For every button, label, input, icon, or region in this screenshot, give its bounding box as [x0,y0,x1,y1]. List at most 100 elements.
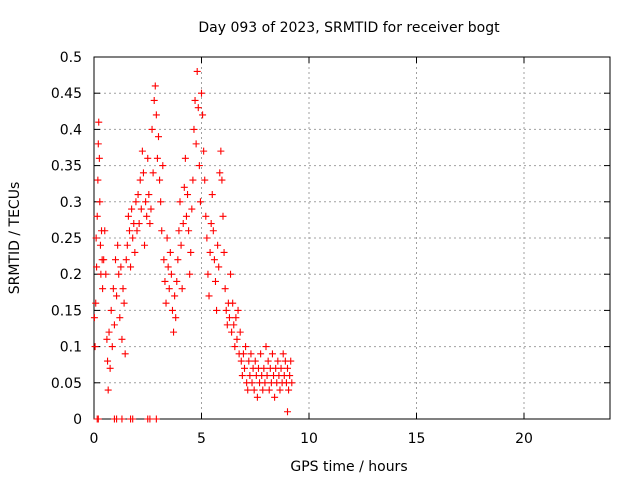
data-point [118,335,126,343]
y-axis-label: SRMTID / TECUs [7,182,23,295]
data-point [233,335,241,343]
data-point [170,328,178,336]
data-point [182,212,190,220]
data-point [115,270,123,278]
data-point [120,299,128,307]
data-point [104,386,112,394]
data-point [287,357,295,365]
data-point [215,263,223,271]
data-point [116,314,124,322]
data-point [213,306,221,314]
data-point [178,285,186,293]
y-tick-label: 0.25 [51,231,82,247]
data-point [201,176,209,184]
data-point [129,415,137,423]
data-point [159,162,167,170]
data-point [156,176,164,184]
data-point [284,364,291,372]
data-point [205,292,213,300]
data-point [110,321,118,329]
data-points [90,67,296,423]
data-point [209,227,217,235]
data-point [285,386,293,394]
data-point [236,328,244,336]
data-point [216,169,224,177]
data-point [198,89,205,97]
data-point [135,220,143,228]
data-point [139,169,147,177]
x-axis-label: GPS time / hours [290,459,407,475]
data-point [94,176,102,184]
data-point [96,198,104,206]
data-point [237,357,245,365]
data-point [138,147,146,155]
data-point [184,191,192,199]
axis-ticks [93,56,610,420]
data-point [118,415,126,423]
x-tick-label: 5 [197,431,206,447]
data-point [208,191,216,199]
data-point [153,154,161,162]
data-point [207,220,215,228]
data-point [199,111,207,119]
data-point [172,314,180,322]
data-point [185,227,193,235]
data-point [99,285,107,293]
data-point [124,212,132,220]
data-point [155,133,162,141]
data-point [264,357,272,365]
data-point [245,357,253,365]
data-point [94,415,102,423]
data-point [105,328,113,336]
data-point [221,285,229,293]
data-point [231,343,239,351]
data-point [193,67,201,75]
data-point [225,314,233,322]
data-point [219,212,227,220]
data-point [241,364,248,372]
x-tick-label: 15 [408,431,426,447]
data-point [263,372,271,380]
data-point [284,408,291,416]
plot-frame [93,56,611,420]
y-tick-label: 0.2 [60,267,82,283]
data-point [136,176,144,184]
data-point [194,104,202,112]
grid-lines [94,57,610,419]
data-point [92,299,100,307]
data-point [92,234,100,242]
data-point [160,256,168,264]
data-point [104,357,112,365]
data-point [265,386,273,394]
data-point [234,306,242,314]
data-point [242,343,250,351]
data-point [186,270,194,278]
data-point [190,125,198,133]
data-point [95,118,103,126]
y-tick-label: 0.3 [60,195,82,211]
y-tick-label: 0.4 [60,122,82,138]
y-tick-label: 0.35 [51,159,82,175]
data-point [162,299,170,307]
data-point [230,321,238,329]
data-point [144,154,152,162]
data-point [117,263,125,271]
data-point [146,415,154,423]
data-point [157,198,165,206]
data-point [279,350,287,358]
x-tick-label: 10 [300,431,318,447]
data-point [133,227,141,235]
data-point [288,379,296,387]
data-point [175,227,183,235]
data-point [93,212,101,220]
data-point [277,364,285,372]
data-point [108,343,116,351]
data-point [112,256,119,264]
data-point [210,256,218,264]
data-point [128,205,136,213]
data-point [96,241,104,249]
y-tick-labels: 0 0.05 0.1 0.15 0.2 0.25 0.3 0.35 0.4 0.45 0.5 [51,50,82,428]
data-point [176,198,184,206]
data-point [268,350,276,358]
data-point [122,256,130,264]
